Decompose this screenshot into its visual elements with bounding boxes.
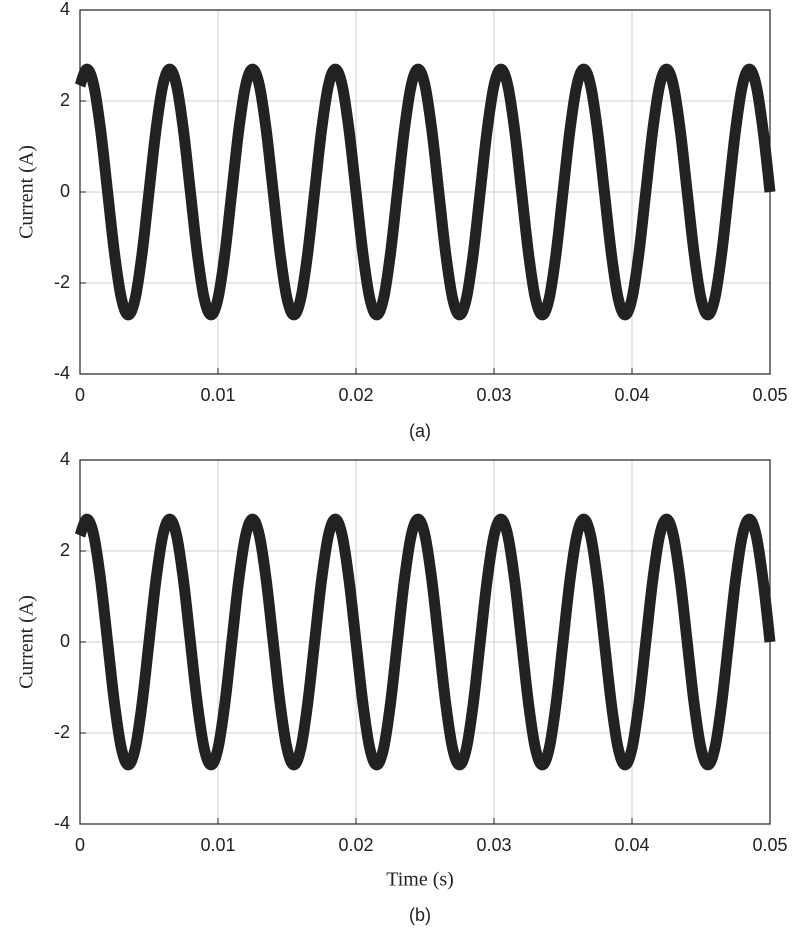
- axes-frame: [79, 9, 771, 375]
- y-tick-label: 4: [60, 449, 70, 469]
- x-tick-label: 0: [75, 835, 85, 855]
- x-tick-label: 0.04: [614, 385, 649, 405]
- y-tick-label: 2: [60, 540, 70, 560]
- y-axis-label: Current (A): [16, 595, 38, 689]
- y-tick-label: 0: [60, 181, 70, 201]
- y-tick-label: 2: [60, 90, 70, 110]
- y-tick-label: -4: [54, 813, 70, 833]
- current-waveform: [74, 63, 776, 321]
- y-tick-label: -2: [54, 272, 70, 292]
- y-tick-label: 0: [60, 631, 70, 651]
- y-tick-label: -2: [54, 722, 70, 742]
- x-tick-label: 0.01: [200, 385, 235, 405]
- caption: (b): [409, 905, 431, 925]
- x-tick-label: 0.05: [752, 835, 787, 855]
- y-tick-label: 4: [60, 0, 70, 19]
- x-tick-label: 0.04: [614, 835, 649, 855]
- x-tick-label: 0.03: [476, 835, 511, 855]
- current-waveform: [74, 513, 776, 771]
- x-axis-label: Time (s): [386, 869, 454, 891]
- x-tick-label: 0.01: [200, 835, 235, 855]
- y-axis-label: Current (A): [16, 145, 38, 239]
- y-tick-label: -4: [54, 363, 70, 383]
- caption: (a): [409, 421, 431, 441]
- x-tick-label: 0.05: [752, 385, 787, 405]
- x-tick-label: 0.02: [338, 385, 373, 405]
- x-tick-label: 0.03: [476, 385, 511, 405]
- x-tick-label: 0: [75, 385, 85, 405]
- axes-frame: [79, 459, 771, 825]
- x-tick-label: 0.02: [338, 835, 373, 855]
